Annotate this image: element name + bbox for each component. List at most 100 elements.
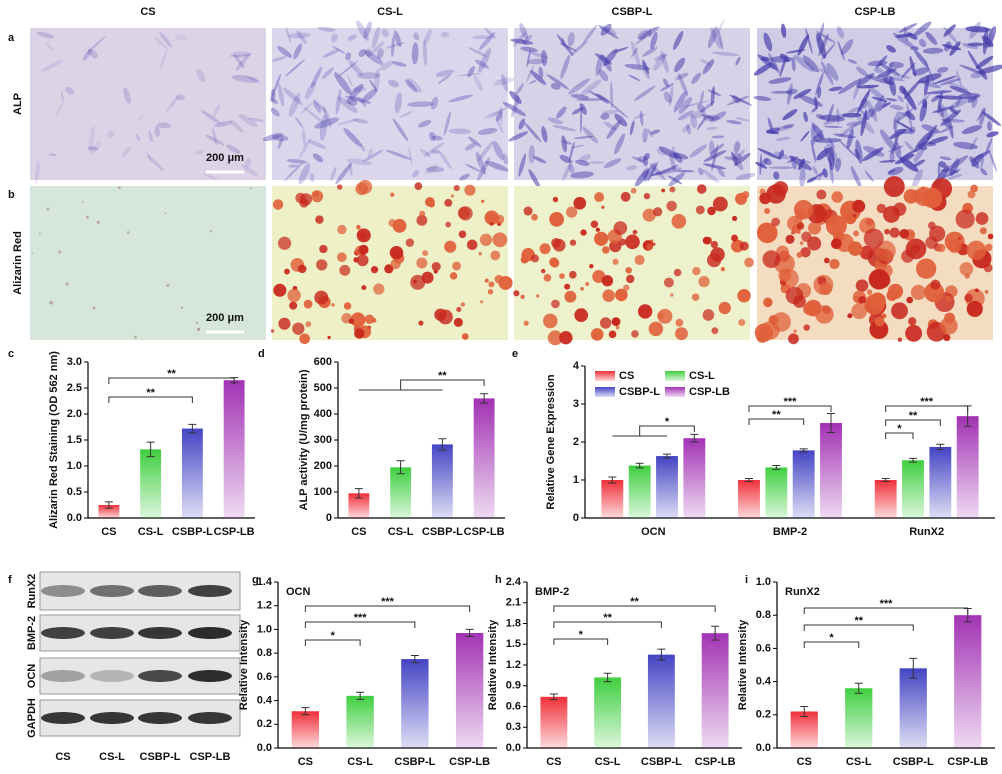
blot-band-label: RunX2 <box>26 574 38 609</box>
nodule <box>65 282 69 286</box>
bar <box>902 460 924 518</box>
stain-streak <box>710 143 725 155</box>
stain-streak <box>818 22 825 42</box>
stain-streak <box>793 55 815 72</box>
y-tick-label: 0.8 <box>756 609 771 621</box>
significance-label: *** <box>354 612 368 624</box>
significance-bracket <box>803 607 969 614</box>
nodule <box>594 192 605 203</box>
nodule <box>785 234 795 244</box>
bar <box>98 505 120 518</box>
stain-streak <box>656 148 667 156</box>
nodule <box>305 321 312 328</box>
stain-streak <box>362 149 384 162</box>
significance-label: ** <box>603 612 612 624</box>
stain-streak <box>658 146 679 159</box>
stain-streak <box>407 101 435 108</box>
stain-streak <box>312 100 322 113</box>
stain-streak <box>609 102 629 119</box>
stain-streak <box>440 31 450 38</box>
stain-streak <box>202 173 219 181</box>
nodule <box>983 263 993 273</box>
nodule <box>569 239 577 246</box>
nodule <box>181 306 184 309</box>
x-tick-label: OCN <box>641 526 666 538</box>
blot-band <box>41 627 85 639</box>
stain-streak <box>518 118 526 130</box>
nodule <box>889 227 900 238</box>
nodule <box>643 192 651 200</box>
stain-streak <box>122 146 131 158</box>
nodule <box>831 238 842 250</box>
y-tick-label: 1.0 <box>257 623 272 635</box>
stain-streak <box>862 147 884 161</box>
stain-streak <box>552 125 577 132</box>
stain-streak <box>405 79 418 93</box>
stain-streak <box>502 102 527 117</box>
nodule <box>195 321 199 325</box>
x-tick-label: CSP-LB <box>464 526 505 538</box>
significance-label: ** <box>167 368 176 380</box>
stain-streak <box>667 175 683 185</box>
stain-streak <box>501 74 508 92</box>
nodule <box>795 209 806 221</box>
stain-streak <box>532 156 547 164</box>
stain-streak <box>912 169 923 188</box>
nodule <box>456 306 462 312</box>
nodule <box>947 238 962 253</box>
stain-streak <box>529 51 549 59</box>
stain-streak <box>435 69 455 77</box>
nodule <box>663 277 674 288</box>
nodule <box>358 244 369 255</box>
significance-label: *** <box>784 396 798 408</box>
bar <box>540 696 568 748</box>
nodule <box>632 229 638 235</box>
stain-streak <box>668 151 676 173</box>
stain-streak <box>922 47 944 54</box>
nodule <box>273 283 287 297</box>
x-tick-label: BMP-2 <box>773 526 807 538</box>
stain-streak <box>838 120 862 137</box>
nodule <box>874 272 891 289</box>
stain-streak <box>881 102 891 108</box>
nodule <box>897 337 903 342</box>
nodule <box>710 247 725 262</box>
nodule <box>863 228 884 249</box>
y-tick-label: 0.0 <box>257 742 272 754</box>
stain-streak <box>650 129 661 135</box>
nodule <box>520 255 529 264</box>
stain-streak <box>735 56 741 66</box>
stain-streak <box>774 151 789 160</box>
significance-bracket <box>304 621 416 628</box>
stain-streak <box>947 82 969 91</box>
stain-streak <box>365 48 373 57</box>
blot-band <box>41 585 85 597</box>
stain-streak <box>631 156 648 165</box>
stain-streak <box>867 85 887 102</box>
nodule <box>970 184 978 193</box>
stain-streak <box>676 170 695 173</box>
stain-streak <box>600 23 612 36</box>
nodule <box>698 276 710 288</box>
stain-streak <box>369 80 377 91</box>
nodule <box>876 203 887 214</box>
nodule <box>771 312 791 332</box>
stain-streak <box>768 166 795 170</box>
stain-streak <box>949 107 958 115</box>
stain-streak <box>541 126 548 143</box>
nodule <box>331 303 335 307</box>
stain-streak <box>805 27 813 55</box>
stain-streak <box>159 31 172 48</box>
stain-streak <box>822 168 828 178</box>
significance-bracket <box>885 419 941 426</box>
stain-streak <box>156 122 172 129</box>
stain-streak <box>443 111 451 136</box>
error-bar <box>396 460 405 475</box>
stain-streak <box>798 158 805 171</box>
stain-streak <box>468 136 482 148</box>
stain-streak <box>918 73 942 83</box>
legend-swatch <box>665 387 685 397</box>
nodule <box>908 317 917 326</box>
stain-streak <box>703 150 727 162</box>
stain-streak <box>925 31 938 45</box>
